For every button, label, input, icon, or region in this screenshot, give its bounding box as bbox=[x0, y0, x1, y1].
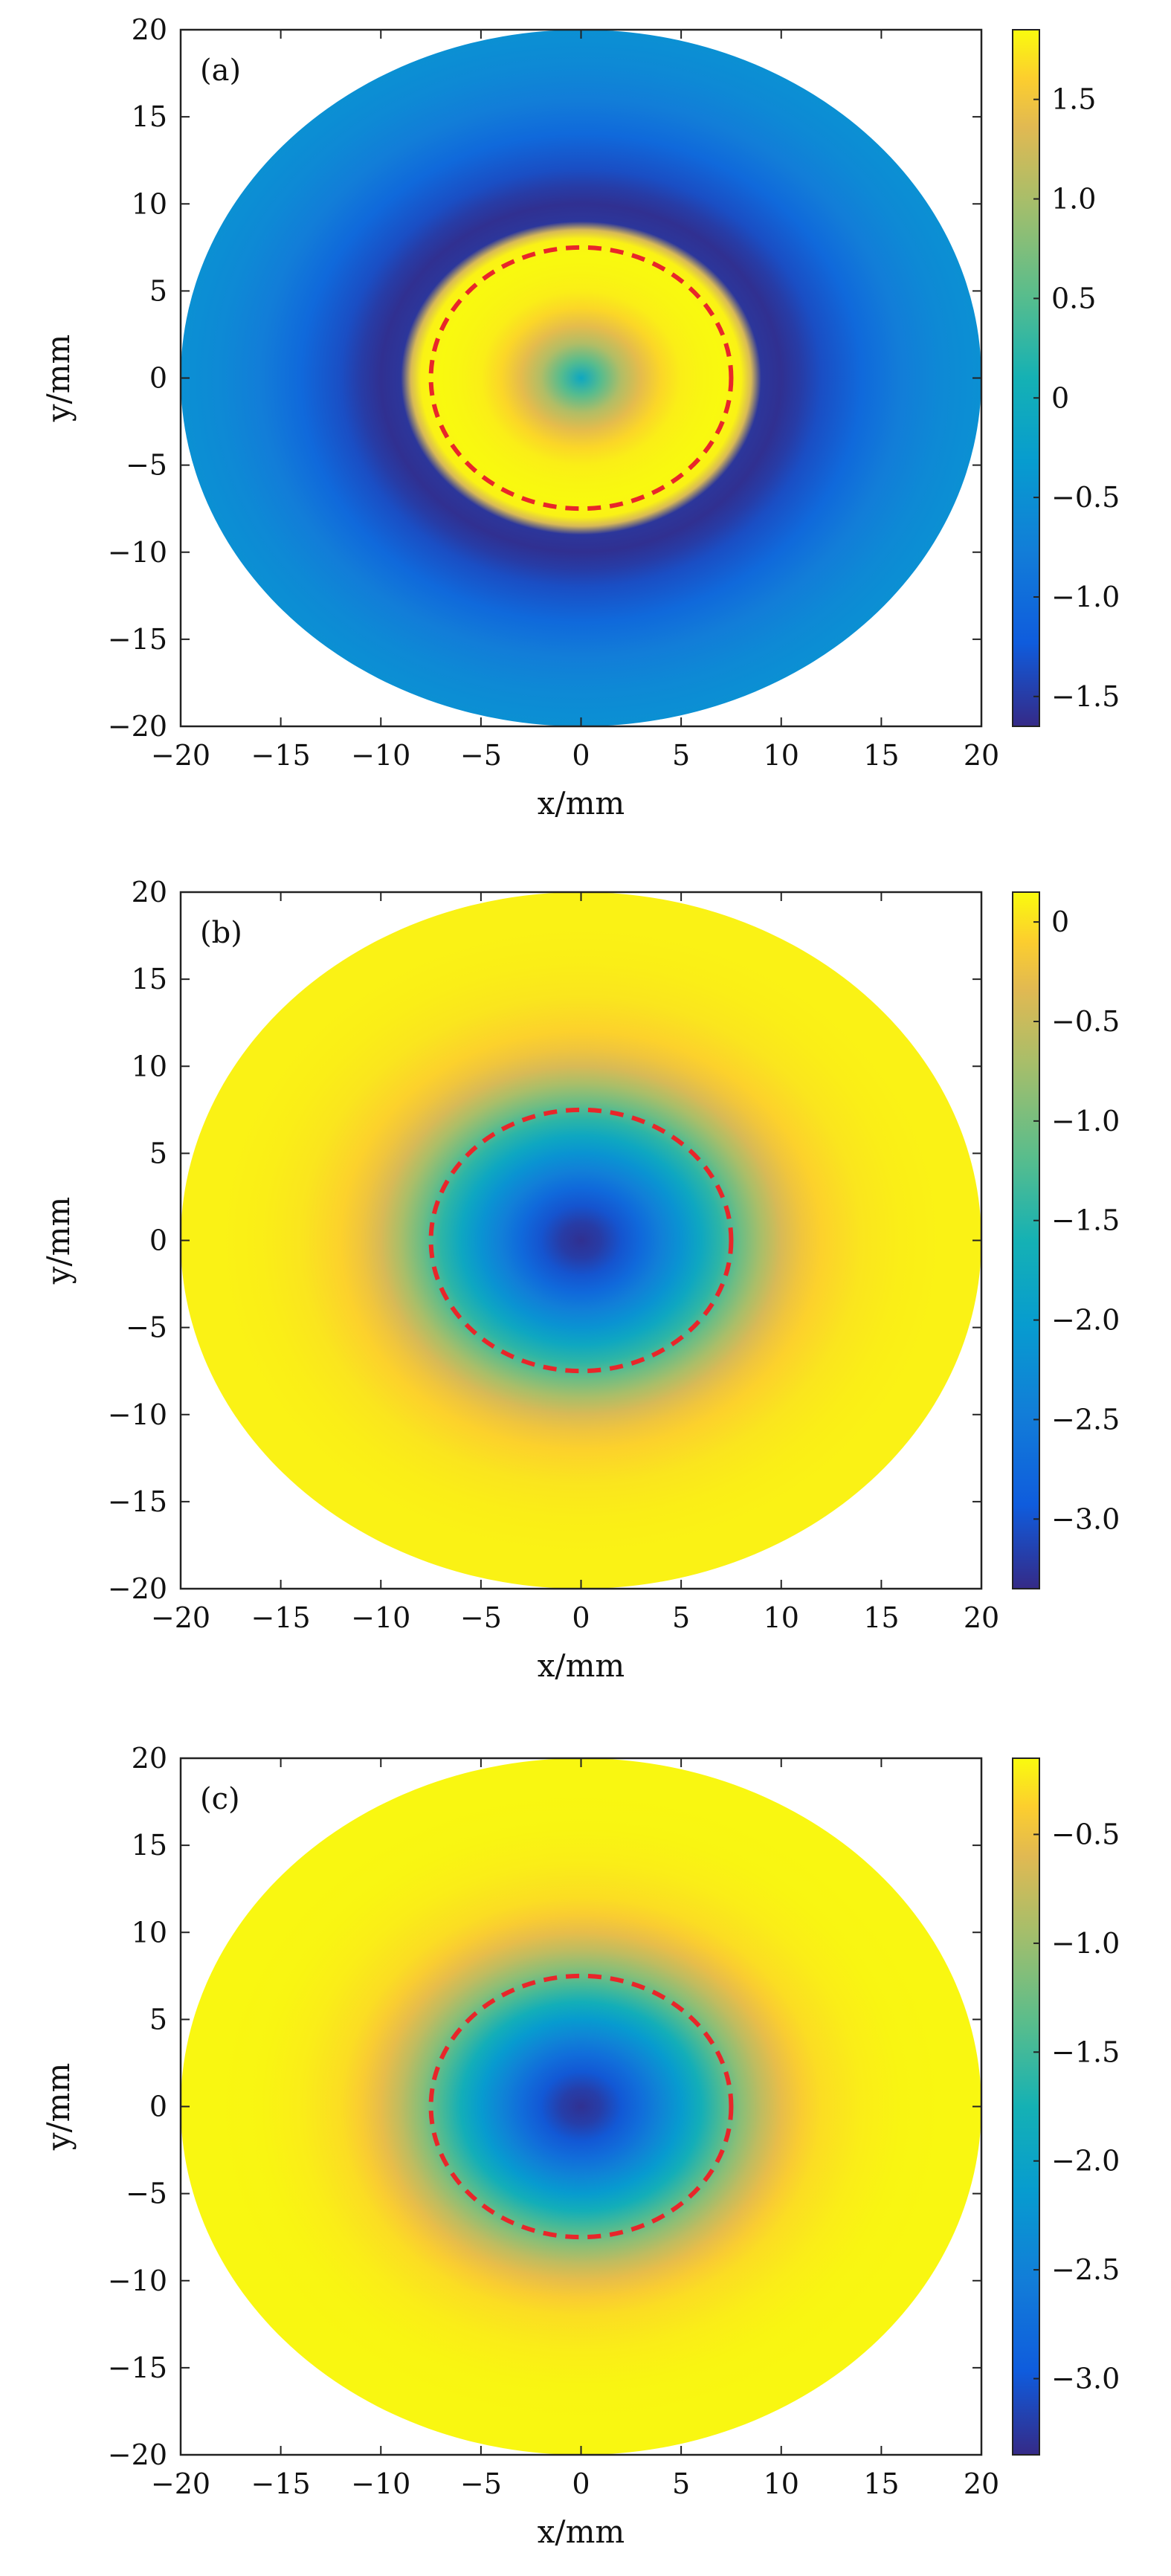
panel-label: (b) bbox=[200, 916, 242, 950]
x-tick-label: −10 bbox=[351, 2467, 410, 2500]
colorbar-tick-label: 0 bbox=[1051, 906, 1069, 938]
x-tick-label: 20 bbox=[964, 2467, 999, 2500]
x-tick-label: −5 bbox=[460, 1601, 502, 1634]
heatmap-disc bbox=[181, 30, 981, 726]
y-tick-label: 5 bbox=[149, 274, 167, 307]
colorbar-tick-label: −1.0 bbox=[1051, 1105, 1120, 1137]
y-tick-label: 0 bbox=[149, 1224, 167, 1257]
y-tick-label: 0 bbox=[149, 2091, 167, 2123]
y-tick-label: −20 bbox=[108, 2438, 167, 2471]
y-tick-label: 15 bbox=[132, 1829, 167, 1862]
y-axis-label: y/mm bbox=[40, 335, 77, 423]
y-tick-label: 20 bbox=[132, 13, 167, 46]
y-tick-label: 5 bbox=[149, 1137, 167, 1169]
colorbar-tick-label: −0.5 bbox=[1051, 481, 1120, 514]
panel-c: −20 −15 −10 −5 0 5 10 15 20 −20 −15 −10 −5 0 5 10 15 20 x/… bbox=[40, 1742, 1120, 2550]
dashed-boundary-circle bbox=[428, 245, 734, 511]
colorbar-tick-label: −3.0 bbox=[1051, 1502, 1120, 1535]
x-tick-label: 15 bbox=[863, 739, 899, 772]
colorbar-tick-label: 1.0 bbox=[1051, 183, 1096, 216]
panel-b: −20 −15 −10 −5 0 5 10 15 20 −20 −15 −10 −5 0 5 10 15 20 x/… bbox=[40, 876, 1120, 1684]
colorbar-tick-label: −0.5 bbox=[1051, 1005, 1120, 1038]
x-axis-label: x/mm bbox=[538, 785, 625, 821]
y-tick-label: −5 bbox=[126, 1311, 167, 1344]
y-tick-label: 20 bbox=[132, 876, 167, 908]
y-tick-label: 15 bbox=[132, 100, 167, 133]
x-tick-label: 20 bbox=[964, 1601, 999, 1634]
x-tick-label: −15 bbox=[251, 2467, 311, 2500]
y-tick-label: 10 bbox=[132, 1050, 167, 1082]
x-tick-label: −10 bbox=[351, 739, 410, 772]
y-tick-label: −5 bbox=[126, 2178, 167, 2210]
x-tick-label: 0 bbox=[572, 739, 590, 772]
colorbar-tick-label: 1.5 bbox=[1051, 83, 1096, 116]
y-tick-label: 15 bbox=[132, 963, 167, 995]
y-tick-label: 10 bbox=[132, 1916, 167, 1949]
colorbar-tick-label: −1.0 bbox=[1051, 581, 1120, 613]
x-tick-label: −20 bbox=[151, 1601, 210, 1634]
x-axis-label: x/mm bbox=[538, 2514, 625, 2550]
x-tick-label: 15 bbox=[863, 2467, 899, 2500]
x-tick-label: −20 bbox=[151, 739, 210, 772]
x-tick-label: 5 bbox=[672, 739, 690, 772]
y-tick-label: 10 bbox=[132, 187, 167, 220]
x-tick-label: 15 bbox=[863, 1601, 899, 1634]
y-axis-label: y/mm bbox=[40, 1197, 77, 1285]
colorbar-tick-label: −2.5 bbox=[1051, 1403, 1120, 1436]
colorbar-tick-label: −1.5 bbox=[1051, 2036, 1120, 2068]
x-tick-label: −5 bbox=[460, 2467, 502, 2500]
y-tick-label: −5 bbox=[126, 449, 167, 482]
y-tick-label: −15 bbox=[108, 623, 167, 656]
y-axis-label: y/mm bbox=[40, 2063, 77, 2151]
dashed-boundary-circle bbox=[428, 1973, 734, 2240]
x-tick-label: −10 bbox=[351, 1601, 410, 1634]
y-tick-label: −20 bbox=[108, 710, 167, 743]
x-tick-label: 20 bbox=[964, 739, 999, 772]
colorbar-tick-label: −2.0 bbox=[1051, 2145, 1120, 2178]
panel-label: (c) bbox=[200, 1782, 240, 1816]
x-tick-label: 10 bbox=[764, 1601, 799, 1634]
y-tick-label: 5 bbox=[149, 2003, 167, 2036]
heatmap-disc bbox=[181, 1758, 981, 2455]
colorbar-tick-label: −1.5 bbox=[1051, 680, 1120, 713]
colorbar-tick-label: −1.5 bbox=[1051, 1204, 1120, 1237]
colorbar-tick-label: −2.5 bbox=[1051, 2253, 1120, 2286]
y-tick-label: 20 bbox=[132, 1742, 167, 1775]
heatmap-disc bbox=[181, 892, 981, 1589]
colorbar-tick-label: 0.5 bbox=[1051, 282, 1096, 314]
y-tick-label: 0 bbox=[149, 362, 167, 395]
panel-a: −20 −15 −10 −5 0 5 10 15 20 −20 −15 −10 −5 0 5 10 15 20 x/… bbox=[40, 13, 1120, 821]
x-tick-label: 5 bbox=[672, 2467, 690, 2500]
x-tick-label: −15 bbox=[251, 739, 311, 772]
x-tick-label: 5 bbox=[672, 1601, 690, 1634]
colorbar-tick-label: −2.0 bbox=[1051, 1304, 1120, 1337]
x-tick-label: −5 bbox=[460, 739, 502, 772]
colorbar-tick-label: 0 bbox=[1051, 381, 1069, 414]
x-tick-label: 10 bbox=[764, 739, 799, 772]
dashed-boundary-circle bbox=[428, 1107, 734, 1374]
x-axis-label: x/mm bbox=[538, 1647, 625, 1684]
x-tick-label: −20 bbox=[151, 2467, 210, 2500]
colorbar bbox=[1012, 1757, 1040, 2456]
x-tick-label: 0 bbox=[572, 1601, 590, 1634]
y-tick-label: −10 bbox=[108, 1398, 167, 1431]
colorbar bbox=[1012, 29, 1040, 727]
y-tick-label: −10 bbox=[108, 2265, 167, 2297]
x-tick-label: 0 bbox=[572, 2467, 590, 2500]
colorbar-tick-label: −3.0 bbox=[1051, 2363, 1120, 2395]
y-tick-label: −20 bbox=[108, 1572, 167, 1605]
colorbar-tick-label: −0.5 bbox=[1051, 1818, 1120, 1850]
colorbar-tick-label: −1.0 bbox=[1051, 1927, 1120, 1960]
y-tick-label: −15 bbox=[108, 1485, 167, 1518]
y-tick-label: −10 bbox=[108, 536, 167, 569]
y-tick-label: −15 bbox=[108, 2351, 167, 2384]
colorbar bbox=[1012, 891, 1040, 1589]
x-tick-label: −15 bbox=[251, 1601, 311, 1634]
x-tick-label: 10 bbox=[764, 2467, 799, 2500]
panel-label: (a) bbox=[200, 54, 241, 88]
